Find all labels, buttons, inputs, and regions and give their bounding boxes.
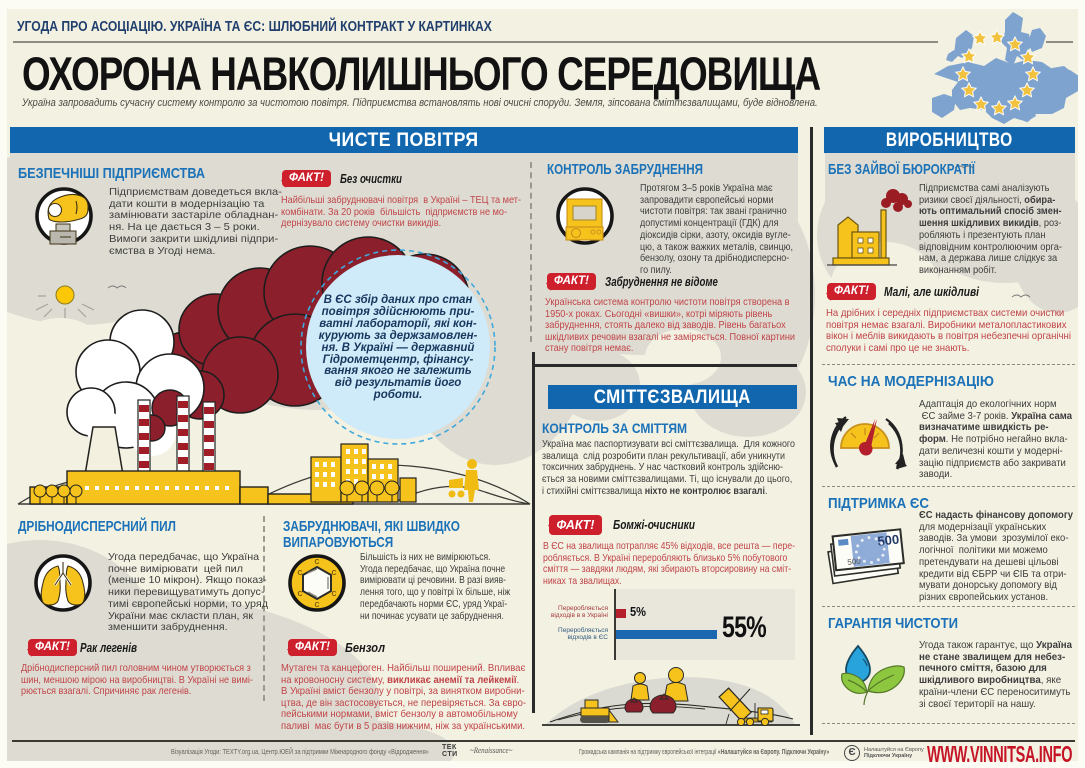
svg-text:500: 500 [877,532,900,549]
svg-text:C: C [314,602,319,609]
svg-text:C: C [297,570,302,577]
svg-text:C: C [314,559,319,566]
svg-text:C: C [297,591,302,598]
svg-text:C: C [331,591,336,598]
svg-text:500: 500 [847,557,862,567]
svg-text:C: C [331,570,336,577]
